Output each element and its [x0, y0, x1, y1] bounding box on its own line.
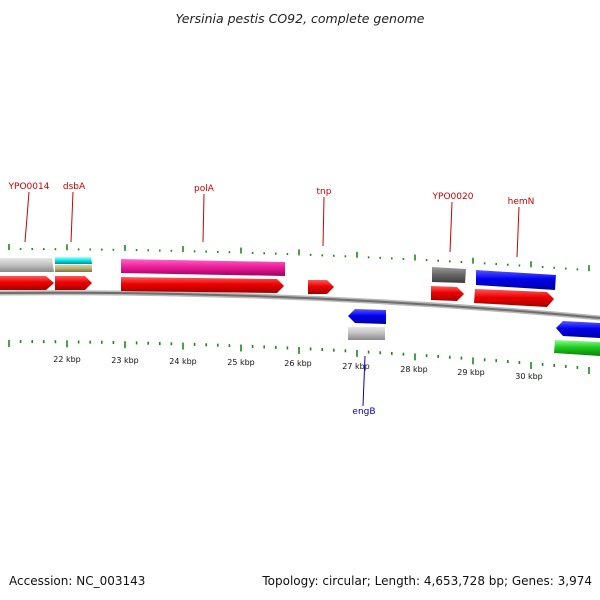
leader-line-hemn [516, 206, 520, 258]
feature-ypo0020-gray[interactable] [432, 267, 466, 283]
kbp-label-25: 25 kbp [227, 358, 255, 367]
gene-label-pola[interactable]: polA [194, 184, 215, 194]
kbp-label-24: 24 kbp [169, 357, 197, 366]
gene-arrow-right-blue[interactable] [556, 321, 600, 338]
feature-track-outer [0, 257, 556, 290]
feature-track-forward [0, 276, 554, 307]
feature-ypo0014-gray[interactable] [0, 258, 54, 272]
accession-text: Accession: NC_003143 [9, 574, 145, 588]
gene-arrow-ypo0014[interactable] [0, 276, 54, 290]
kbp-label-26: 26 kbp [284, 359, 312, 368]
feature-dsba-olive[interactable] [55, 265, 92, 272]
gene-label-hemn[interactable]: hemN [508, 197, 535, 207]
feature-dsba-cyan[interactable] [55, 257, 92, 264]
feature-pola-pink[interactable] [121, 259, 285, 276]
gene-labels-forward: YPO0014 dsbA polA tnp YPO0020 hemN [8, 182, 535, 258]
genome-summary-text: Topology: circular; Length: 4,653,728 bp… [261, 574, 592, 588]
gene-label-ypo0020[interactable]: YPO0020 [432, 192, 474, 202]
gene-arrow-engb[interactable] [348, 309, 386, 324]
feature-engb-gray[interactable] [348, 327, 385, 340]
leader-line-ypo0014 [24, 191, 30, 243]
kbp-label-27: 27 kbp [342, 362, 370, 371]
feature-right-green[interactable] [554, 340, 600, 356]
leader-line-ypo0020 [449, 201, 453, 253]
gene-label-engb[interactable]: engB [352, 407, 375, 417]
gene-label-ypo0014[interactable]: YPO0014 [8, 182, 50, 192]
kbp-label-30: 30 kbp [515, 372, 543, 381]
tick-row-top [8, 244, 590, 272]
kbp-labels: 22 kbp 23 kbp 24 kbp 25 kbp 26 kbp 27 kb… [53, 355, 543, 381]
gene-arrow-hemn[interactable] [474, 289, 554, 307]
gene-label-tnp[interactable]: tnp [317, 187, 332, 197]
genome-title: Yersinia pestis CO92, complete genome [176, 11, 425, 26]
gene-arrow-dsba[interactable] [55, 276, 92, 290]
kbp-label-23: 23 kbp [111, 356, 139, 365]
leader-line-engb [362, 355, 366, 407]
tick-row-bottom [8, 340, 590, 374]
kbp-label-28: 28 kbp [400, 365, 428, 374]
kbp-label-22: 22 kbp [53, 355, 81, 364]
feature-hemn-blue[interactable] [476, 270, 556, 290]
genome-backbone-core [0, 291, 600, 319]
gene-arrow-ypo0020[interactable] [431, 286, 464, 301]
feature-track-reverse [348, 309, 600, 356]
leader-line-dsba [70, 191, 74, 243]
gene-labels-reverse: engB [352, 355, 376, 417]
leader-line-pola [202, 193, 205, 243]
gene-arrow-tnp[interactable] [308, 280, 334, 294]
gene-arrow-pola[interactable] [121, 277, 284, 293]
leader-line-tnp [322, 196, 325, 247]
kbp-label-29: 29 kbp [457, 368, 485, 377]
gene-label-dsba[interactable]: dsbA [63, 182, 86, 192]
